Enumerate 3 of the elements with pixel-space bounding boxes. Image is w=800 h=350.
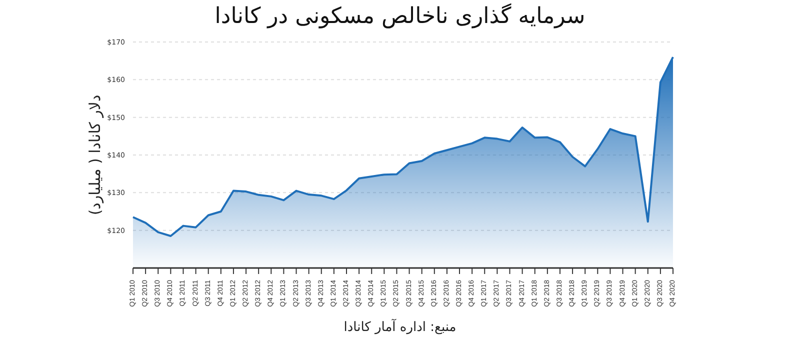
chart-title: سرمایه گذاری ناخالص مسکونی در کانادا bbox=[214, 4, 586, 29]
y-axis-title: دلار کانادا ( میلیارد) bbox=[86, 94, 104, 216]
text: منبع: اداره آمار کانادا bbox=[342, 320, 458, 335]
